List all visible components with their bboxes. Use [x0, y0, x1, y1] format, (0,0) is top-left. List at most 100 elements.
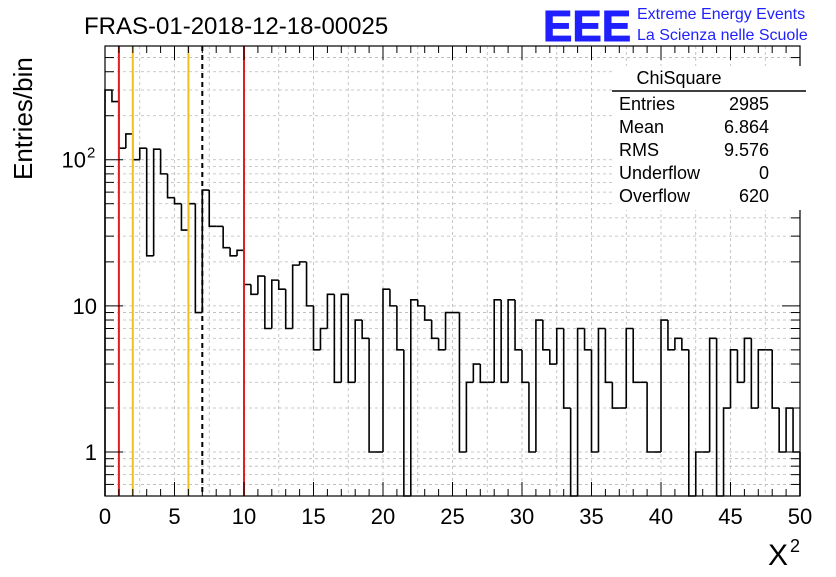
histogram-bin: [674, 337, 682, 350]
histogram-bin: [465, 381, 474, 453]
histogram-bin: [180, 203, 189, 231]
histogram-bin: [236, 249, 244, 256]
histogram-bin: [354, 319, 363, 383]
logo-subtitle-2: La Scienza nelle Scuole: [637, 27, 808, 44]
histogram-bin: [507, 299, 516, 383]
histogram-bin: [389, 289, 397, 307]
histogram-bin: [333, 294, 342, 384]
histogram-bin: [542, 320, 550, 351]
histogram-bin: [166, 173, 175, 199]
histogram-bin: [410, 299, 418, 496]
histogram-bin: [778, 408, 787, 453]
histogram-bin: [132, 133, 140, 161]
histogram-bin: [479, 364, 488, 384]
stats-value: 9.576: [724, 140, 769, 160]
histogram-bin: [625, 327, 634, 409]
histogram-bin: [743, 337, 752, 383]
histogram-bin: [528, 382, 536, 453]
x-tick-label: 5: [168, 504, 180, 529]
histogram-bin: [555, 327, 564, 365]
histogram-bin: [271, 279, 279, 329]
x-tick-label: 40: [649, 504, 673, 529]
histogram-bin: [347, 294, 356, 384]
histogram-bin: [632, 328, 641, 384]
histogram-bin: [611, 382, 620, 409]
histogram-bin: [646, 382, 655, 453]
x-tick-label: 0: [99, 504, 111, 529]
histogram-bin: [562, 328, 571, 409]
histogram-bin: [264, 276, 272, 330]
histogram-bin: [583, 328, 592, 351]
x-tick-label: 20: [371, 504, 395, 529]
histogram-bin: [312, 305, 321, 351]
histogram-bin: [361, 320, 370, 340]
histogram-bin: [145, 148, 154, 257]
histogram-bin: [250, 284, 258, 296]
histogram-bin: [152, 148, 161, 256]
x-tick-label: 10: [232, 504, 256, 529]
stats-label: Underflow: [619, 163, 701, 183]
stats-label: Mean: [619, 117, 664, 137]
stats-label: RMS: [619, 140, 659, 160]
histogram-bin: [368, 338, 377, 453]
stats-value: 0: [759, 163, 769, 183]
histogram-bin: [284, 289, 293, 330]
x-tick-label: 15: [301, 504, 325, 529]
histogram-bin: [514, 299, 522, 351]
histogram-bin: [243, 250, 251, 286]
histogram-bin: [472, 363, 481, 383]
x-axis-ticks: 0 5 10 15 20 25 30 35 40 45 50: [99, 46, 812, 529]
histogram-bin: [576, 327, 585, 496]
stats-title: ChiSquare: [636, 68, 721, 88]
histogram-bin: [403, 349, 411, 497]
histogram-bin: [118, 101, 126, 149]
histogram-bin: [291, 264, 300, 329]
histogram-bin: [722, 407, 731, 496]
histogram-bin: [736, 349, 745, 384]
x-axis-label-superscript: 2: [790, 536, 800, 556]
y-tick-label: 10: [73, 294, 97, 319]
histogram-bin: [500, 299, 509, 384]
histogram-bin: [125, 133, 133, 149]
histogram-bin: [222, 226, 231, 249]
histogram-bin: [277, 280, 286, 291]
histogram-bin: [667, 320, 675, 351]
histogram-bin: [396, 305, 404, 351]
threshold-lines: [117, 46, 245, 496]
histogram-bin: [688, 349, 696, 497]
histogram-bin: [229, 247, 238, 257]
chart-title: FRAS-01-2018-12-18-00025: [84, 13, 388, 40]
x-tick-label: 30: [510, 504, 534, 529]
histogram-bin: [694, 451, 703, 496]
histogram-bin: [437, 338, 446, 351]
histogram-bin: [715, 338, 724, 497]
x-tick-label: 35: [579, 504, 603, 529]
histogram-bin: [660, 319, 668, 453]
stats-label: Entries: [619, 94, 675, 114]
histogram-bin: [430, 320, 439, 340]
histogram-bin: [305, 261, 314, 307]
y-axis-label: Entries/bin: [8, 57, 38, 180]
histogram-bin: [792, 408, 800, 453]
histogram-bin: [257, 275, 265, 295]
x-tick-label: 45: [718, 504, 742, 529]
histogram-bin: [382, 288, 390, 453]
histogram-bin: [681, 338, 689, 351]
histogram-bin: [340, 293, 349, 383]
histogram-bin: [194, 203, 203, 314]
histogram-bin: [208, 190, 217, 228]
histogram-bin: [173, 197, 182, 205]
histogram-bin: [597, 327, 606, 453]
histogram-bin: [757, 349, 766, 409]
stats-value: 6.864: [724, 117, 769, 137]
histogram-bin: [138, 147, 147, 160]
stats-value: 620: [739, 186, 769, 206]
eee-logo: EEE: [543, 2, 631, 51]
histogram-bin: [729, 349, 738, 409]
y-tick-label: 10: [62, 148, 86, 173]
stats-label: Overflow: [619, 186, 691, 206]
stats-value: 2985: [729, 94, 769, 114]
histogram-bin: [590, 349, 599, 453]
histogram-bin: [104, 89, 112, 496]
